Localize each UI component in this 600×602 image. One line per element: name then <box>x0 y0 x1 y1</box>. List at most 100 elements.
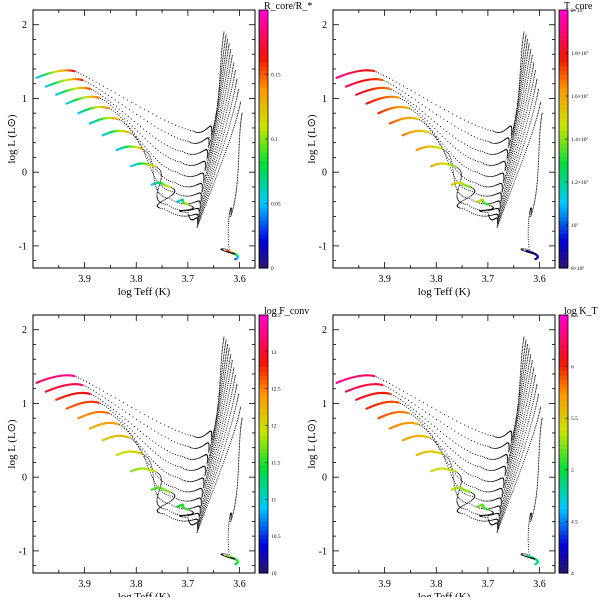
track-point <box>527 39 528 40</box>
track-point <box>493 202 494 203</box>
track-point <box>230 138 231 139</box>
track-point <box>505 188 506 189</box>
track-point <box>422 111 423 112</box>
track-point <box>232 71 233 72</box>
track-point <box>392 80 393 81</box>
track-point <box>493 185 494 186</box>
track-point <box>127 120 128 121</box>
track-point <box>518 161 519 162</box>
track-point <box>199 220 200 221</box>
track-point <box>507 198 508 199</box>
track-point <box>465 204 466 205</box>
track-point <box>224 58 225 59</box>
track-point <box>199 132 200 133</box>
track-point <box>431 134 432 135</box>
track-point <box>491 176 492 177</box>
track-point <box>237 92 238 93</box>
track-point <box>530 64 531 65</box>
track-point <box>440 116 441 117</box>
track-point <box>211 442 212 443</box>
track-point <box>222 383 223 384</box>
track-point <box>129 128 130 129</box>
track-point <box>201 192 202 193</box>
track-point <box>529 216 530 217</box>
track-point <box>164 425 165 426</box>
track-point <box>230 49 231 50</box>
track-point <box>218 126 219 127</box>
track-point <box>505 182 506 183</box>
track-point <box>122 409 123 410</box>
track-point <box>107 393 108 394</box>
colorbar-strip <box>559 109 568 114</box>
track-point <box>185 212 186 213</box>
track-point <box>126 123 127 124</box>
track-point <box>206 187 207 188</box>
track-point <box>504 196 505 197</box>
colorbar-strip <box>559 247 568 252</box>
track-point <box>400 98 401 99</box>
track-point <box>204 204 205 205</box>
track-point <box>509 160 510 161</box>
track-point <box>210 162 211 163</box>
track-point <box>521 70 522 71</box>
track-point <box>534 200 535 201</box>
track-point <box>505 205 506 206</box>
track-point <box>221 141 222 142</box>
track-point <box>218 404 219 405</box>
track-point <box>529 53 530 54</box>
track-point <box>225 63 226 64</box>
colorbar-strip <box>559 44 568 49</box>
track-point <box>227 118 228 119</box>
track-point <box>124 426 125 427</box>
track-point <box>224 352 225 353</box>
track-point <box>229 56 230 57</box>
track-point <box>535 101 536 102</box>
track-point <box>461 203 462 204</box>
track-point <box>520 64 521 65</box>
track-point <box>220 377 221 378</box>
track-point <box>205 201 206 202</box>
track-point <box>490 130 491 131</box>
track-point <box>507 169 508 170</box>
track-point <box>176 183 177 184</box>
track-point <box>511 152 512 153</box>
track-point <box>528 128 529 129</box>
track-point <box>203 211 204 212</box>
track-point <box>222 351 223 352</box>
track-point <box>208 183 209 184</box>
track-point <box>540 125 541 126</box>
track-point <box>484 216 485 217</box>
track-point <box>223 342 224 343</box>
track-point <box>528 74 529 75</box>
track-point <box>461 176 462 177</box>
colorbar-strip <box>259 32 268 37</box>
track-point <box>501 211 502 212</box>
track-point <box>122 420 123 421</box>
track-point <box>240 122 241 123</box>
track-point <box>179 215 180 216</box>
track-point <box>532 115 533 116</box>
track-point <box>515 140 516 141</box>
track-point <box>479 173 480 174</box>
track-point <box>189 481 190 482</box>
track-point <box>187 470 188 471</box>
track-point <box>539 144 540 145</box>
core-point <box>107 107 109 109</box>
track-point <box>237 178 238 179</box>
track-point <box>539 133 540 134</box>
track-point <box>222 128 223 129</box>
track-point <box>537 92 538 93</box>
track-point <box>130 133 131 134</box>
colorbar-strip <box>259 130 268 135</box>
track-point <box>219 113 220 114</box>
track-point <box>499 210 500 211</box>
track-point <box>528 92 529 93</box>
track-point <box>219 392 220 393</box>
track-point <box>209 150 210 151</box>
track-point <box>196 469 197 470</box>
track-point <box>503 187 504 188</box>
track-point <box>506 197 507 198</box>
track-point <box>182 151 183 152</box>
track-point <box>240 103 241 104</box>
track-point <box>188 153 189 154</box>
